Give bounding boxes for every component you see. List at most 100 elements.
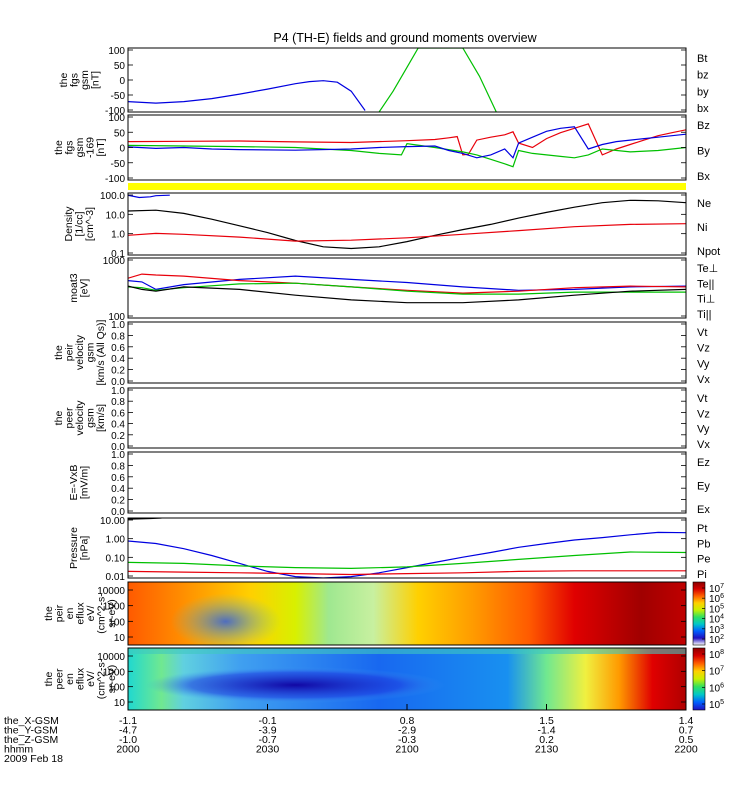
- y-axis-label: the: [58, 73, 70, 88]
- y-tick-label: 1000: [103, 256, 126, 267]
- legend-pressure-item: Pi: [697, 569, 707, 581]
- colorbar-tick-label: 106: [709, 682, 724, 694]
- x-axis-row-value: 2000: [116, 744, 140, 756]
- legend-temp-item: Te||: [697, 278, 714, 290]
- legend-peer_vel-item: Vx: [697, 439, 710, 451]
- x-axis-row-value: 0.2: [539, 734, 554, 746]
- y-axis-label: [nPa]: [79, 536, 91, 561]
- x-axis-row-value: -0.3: [398, 734, 416, 746]
- y-tick-label: 0.6: [111, 473, 125, 484]
- panel-peer_vel: Vt Vz Vy Vx 1.00.80.60.40.20.0 thepeervelocit…: [53, 386, 710, 453]
- y-tick-label: 100: [108, 617, 125, 628]
- y-tick-label: -50: [111, 159, 126, 170]
- legend-density-item: Npot: [697, 246, 720, 258]
- y-axis-label: the: [53, 411, 65, 426]
- y-tick-label: 10.00: [100, 516, 125, 527]
- panel-frame: [127, 114, 687, 181]
- y-axis-label: (cm^2-s-: [96, 593, 108, 634]
- y-tick-label: 100: [108, 312, 125, 323]
- y-axis-label: peer: [64, 407, 76, 429]
- y-axis-label: fgs: [64, 140, 76, 154]
- y-axis-label: Pressure: [68, 527, 80, 569]
- y-tick-label: 0.2: [111, 496, 125, 507]
- panel-peir_spec: 10710610510410310210000100010010thepeire…: [43, 581, 724, 650]
- series-density-Npot: [128, 194, 170, 199]
- y-axis-label: [km/s (All Qs)]: [95, 319, 107, 385]
- colorbar-tick-label: 102: [709, 634, 724, 646]
- y-tick-label: 0.0: [111, 377, 125, 388]
- y-axis-label: Density: [63, 206, 75, 242]
- legend-pressure-item: Pt: [697, 523, 707, 535]
- colorbar-tick-label: 104: [709, 614, 724, 626]
- y-axis-label: the: [53, 345, 65, 360]
- y-tick-label: 0.4: [111, 420, 125, 431]
- y-axis-label: gsm: [85, 342, 97, 362]
- y-axis-label: gsm: [74, 137, 86, 157]
- y-axis-label: eflux: [75, 667, 87, 690]
- y-tick-label: 0.4: [111, 354, 125, 365]
- y-tick-label: 1.0: [111, 230, 125, 241]
- series-temp-Te⊥: [128, 273, 686, 294]
- colorbar-tick-label: 108: [709, 649, 724, 661]
- colorbar-tick-label: 106: [709, 593, 724, 605]
- y-tick-label: 0.6: [111, 408, 125, 419]
- y-axis-label: the: [43, 672, 55, 687]
- x-axis-row-value: 2100: [395, 744, 419, 756]
- x-axis-row-value: 0.8: [400, 715, 415, 727]
- legend-peir_vel-item: Vx: [697, 374, 710, 386]
- legend-peir_vel-item: Vt: [697, 327, 707, 339]
- series-pressure-Pe: [128, 551, 686, 570]
- y-axis-label: eV/: [85, 671, 97, 687]
- y-tick-label: 0.0: [111, 507, 125, 518]
- panel-frame: [127, 451, 687, 514]
- y-tick-label: 10.0: [106, 210, 126, 221]
- panel-frame: [127, 517, 687, 579]
- y-axis-label: en: [64, 673, 76, 685]
- legend-efield-item: Ez: [697, 457, 710, 469]
- x-axis-row-value: -0.7: [258, 734, 276, 746]
- y-tick-label: 10000: [97, 652, 125, 663]
- y-axis-label: gsm: [79, 70, 91, 90]
- panel-peer_spec: 108 107 106 105 10000 1000 100 10 thepeereneflux…: [43, 647, 724, 711]
- legend-fgs-item: bz: [697, 70, 709, 82]
- series-fgs169-By: [128, 143, 686, 168]
- panel-frame: [127, 387, 687, 449]
- legend-temp-item: Ti||: [697, 309, 711, 321]
- spectrogram-low-flux-region: [145, 667, 446, 703]
- legend-density-item: Ne: [697, 198, 711, 210]
- colorbar-tick-label: 107: [709, 666, 724, 678]
- y-tick-label: 0.01: [106, 572, 126, 583]
- legend-peer_vel-item: Vt: [697, 393, 707, 405]
- panel-efield: Ez Ey Ex 1.00.80.60.40.20.0 E=-VxB[mV/m]: [68, 450, 710, 518]
- y-axis-label: peir: [64, 343, 76, 361]
- legend-temp-item: Ti⊥: [697, 294, 715, 306]
- x-axis-row-label: 2009 Feb 18: [4, 753, 63, 765]
- x-axis-row-value: 2130: [535, 744, 559, 756]
- y-axis-label: sr-eV): [106, 665, 118, 694]
- y-tick-label: 100.0: [100, 191, 125, 202]
- y-tick-label: -100: [105, 106, 125, 117]
- x-axis-row-value: 0.7: [679, 725, 694, 737]
- panel-temp: Te⊥ Te|| Ti⊥ Ti|| 1000 100 moat3[eV]: [68, 256, 718, 323]
- y-axis-label: the: [43, 606, 55, 621]
- series-pressure-Pb: [128, 570, 686, 576]
- y-axis-label: [1/cc]: [74, 211, 86, 236]
- y-axis-label: peer: [54, 668, 66, 690]
- series-fgs-bx: [128, 80, 366, 111]
- y-axis-label: [mV/m]: [79, 466, 91, 499]
- x-axis-row-value: -1.4: [537, 725, 555, 737]
- y-tick-label: 0.0: [111, 442, 125, 453]
- y-tick-label: 10: [114, 698, 126, 709]
- y-tick-label: 100: [108, 46, 125, 57]
- series-fgs169-Bz: [128, 123, 686, 156]
- y-axis-label: gsm: [85, 408, 97, 428]
- x-axis-row-value: 1.5: [539, 715, 554, 727]
- panel-frame: [127, 321, 687, 384]
- y-axis-label: velocity: [74, 400, 86, 436]
- legend-density-item: Ni: [697, 222, 707, 234]
- y-tick-label: 0.4: [111, 484, 125, 495]
- x-axis-row-value: -0.1: [258, 715, 276, 727]
- y-tick-label: 0.2: [111, 431, 125, 442]
- legend-fgs169-item: Bz: [697, 120, 710, 132]
